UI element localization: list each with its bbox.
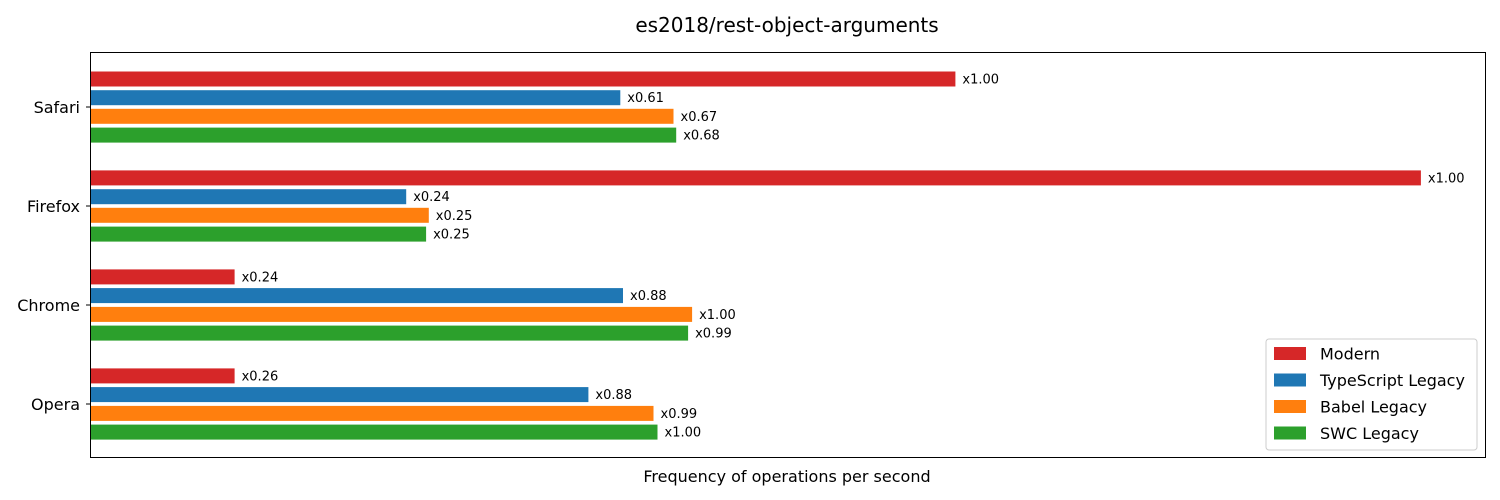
bar-safari-babel-legacy	[91, 108, 674, 124]
legend-label: Babel Legacy	[1320, 398, 1427, 417]
bar-firefox-modern	[91, 170, 1421, 186]
bar-safari-swc-legacy	[91, 127, 677, 143]
data-label: x0.61	[627, 91, 664, 106]
y-tick-label: Opera	[31, 395, 80, 414]
bar-safari-typescript-legacy	[91, 90, 621, 106]
legend-label: TypeScript Legacy	[1319, 371, 1465, 390]
data-label: x0.67	[681, 110, 718, 125]
data-label: x0.26	[242, 369, 279, 384]
bar-opera-babel-legacy	[91, 405, 654, 421]
bar-chrome-typescript-legacy	[91, 288, 623, 304]
bar-safari-modern	[91, 71, 956, 87]
bars-layer: x1.00 x0.61 x0.67 x0.68 x1.00 x0.24 x0.25 x0.25…	[91, 71, 1465, 441]
plot-frame	[90, 52, 1486, 458]
bar-opera-modern	[91, 368, 235, 384]
data-label: x0.24	[413, 190, 450, 205]
legend-label: SWC Legacy	[1320, 424, 1419, 443]
data-label: x0.88	[630, 289, 667, 304]
data-label: x0.88	[595, 388, 632, 403]
data-label: x1.00	[699, 308, 736, 323]
data-label: x0.99	[661, 407, 698, 422]
data-label: x1.00	[665, 426, 702, 441]
data-label: x0.24	[242, 270, 279, 285]
bar-firefox-swc-legacy	[91, 226, 427, 242]
bar-firefox-typescript-legacy	[91, 189, 407, 205]
bar-chrome-swc-legacy	[91, 325, 689, 341]
data-label: x1.00	[1428, 171, 1465, 186]
data-label: x1.00	[962, 73, 999, 88]
x-axis-label: Frequency of operations per second	[643, 467, 930, 486]
data-label: x0.25	[436, 209, 473, 224]
data-label: x0.99	[695, 327, 732, 342]
bar-chrome-modern	[91, 269, 235, 285]
y-axis-ticks: Safari Firefox Chrome Opera	[17, 98, 90, 414]
legend-swatch-modern	[1274, 347, 1306, 360]
bar-firefox-babel-legacy	[91, 207, 429, 223]
y-tick-label: Firefox	[27, 197, 80, 216]
legend-swatch-typescript-legacy	[1274, 373, 1306, 387]
data-label: x0.25	[433, 228, 470, 243]
bar-opera-swc-legacy	[91, 424, 658, 440]
legend-box	[1265, 338, 1478, 451]
legend-swatch-swc-legacy	[1274, 426, 1306, 440]
chart-title: es2018/rest-object-arguments	[635, 13, 938, 37]
legend-label: Modern	[1320, 345, 1380, 364]
legend: Modern TypeScript Legacy Babel Legacy SWC L…	[1265, 338, 1478, 451]
legend-swatch-babel-legacy	[1274, 400, 1306, 413]
data-label: x0.68	[683, 129, 720, 144]
y-tick-label: Safari	[34, 98, 80, 117]
bar-opera-typescript-legacy	[91, 387, 589, 403]
bar-chrome-babel-legacy	[91, 306, 693, 322]
y-tick-label: Chrome	[17, 296, 80, 315]
